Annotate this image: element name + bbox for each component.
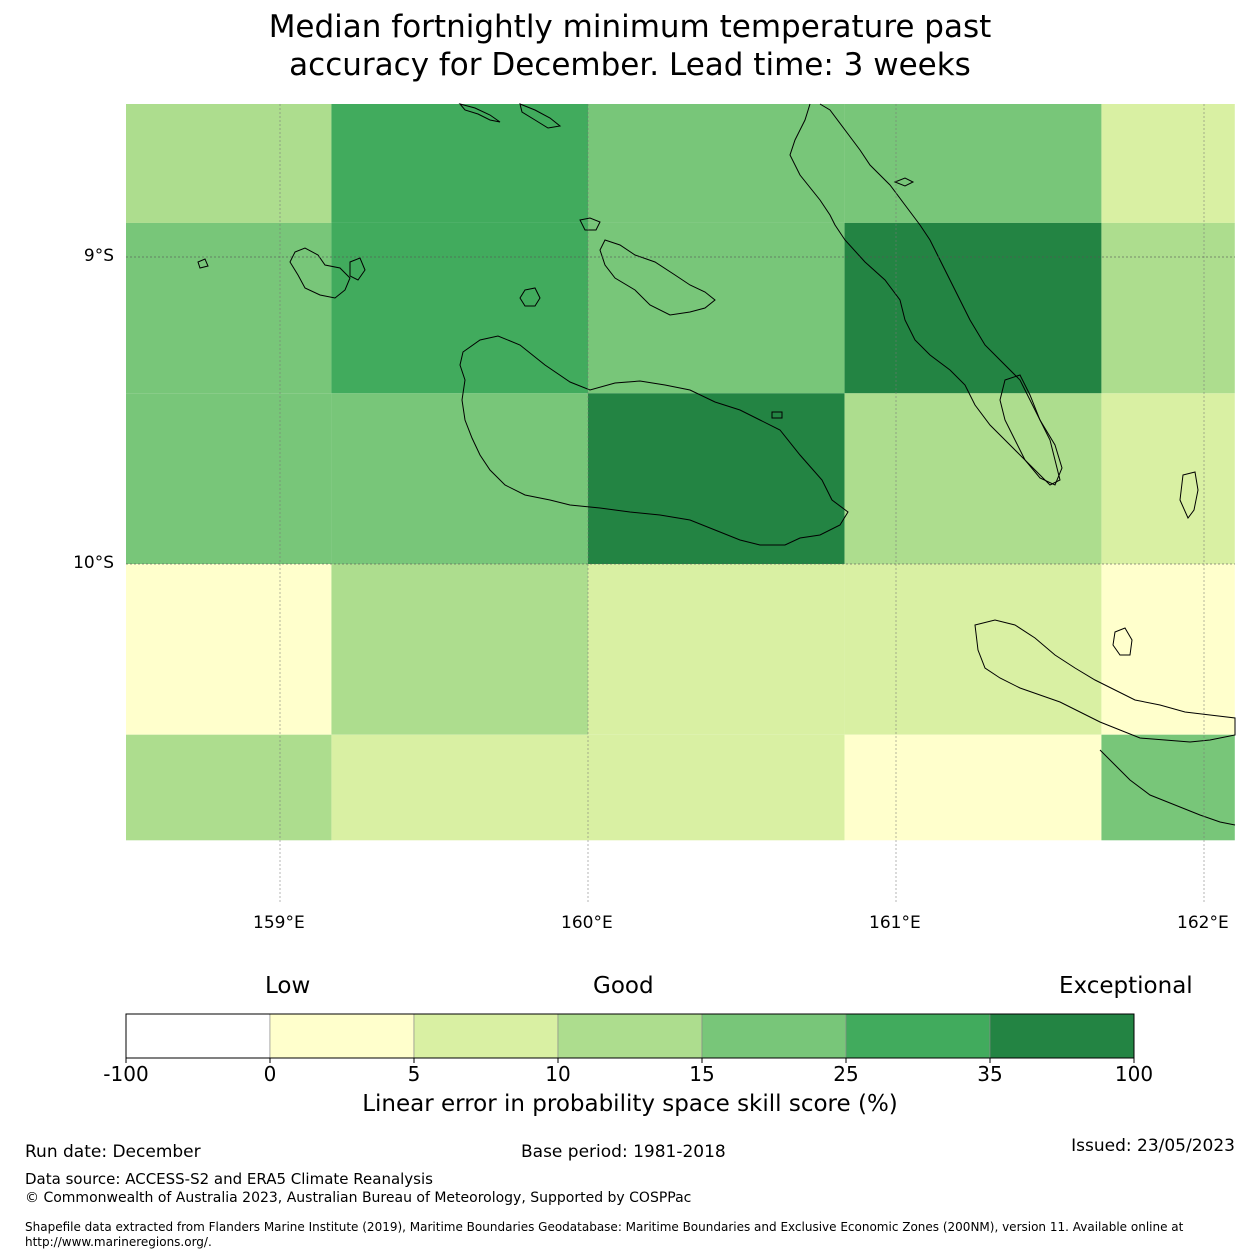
grid-cell: [126, 104, 332, 223]
grid-cell: [331, 734, 588, 841]
coastline-makira-east: [1099, 749, 1236, 826]
grid-cell: [331, 564, 588, 735]
coastline-islet-north: [893, 177, 915, 187]
colorbar-axis-label: Linear error in probability space skill …: [362, 1091, 898, 1117]
shapefile-credit: Shapefile data extracted from Flanders M…: [25, 1220, 1245, 1250]
coastline-guadalcanal: [459, 335, 849, 546]
copyright: © Commonwealth of Australia 2023, Austra…: [25, 1190, 692, 1206]
colorbar-label-low: Low: [265, 973, 311, 999]
shapefile-credit-line-2: http://www.marineregions.org/.: [25, 1235, 212, 1249]
colorbar-tick-label: 15: [689, 1062, 715, 1086]
base-period: Base period: 1981-2018: [521, 1142, 726, 1162]
grid-cell: [126, 734, 332, 841]
x-tick-label-160E: 160°E: [561, 913, 613, 933]
colorbar-tick-label: -100: [103, 1062, 149, 1086]
issued-date: Issued: 23/05/2023: [1071, 1136, 1235, 1156]
grid-cell: [331, 104, 588, 223]
colorbar-segment: [413, 1013, 559, 1059]
colorbar-tick-label: 35: [977, 1062, 1003, 1086]
y-tick-label-10S: 10°S: [73, 553, 114, 573]
shapefile-credit-line-1: Shapefile data extracted from Flanders M…: [25, 1220, 1184, 1234]
grid-cell: [1101, 222, 1235, 394]
grid-cell: [331, 393, 588, 564]
skill-grid: [126, 104, 1235, 841]
grid-cell: [844, 393, 1102, 564]
coastline-isabel-west: [519, 103, 562, 129]
grid-cell: [126, 564, 332, 735]
colorbar-label-exceptional: Exceptional: [1059, 973, 1193, 999]
x-tick-label-159E: 159°E: [253, 913, 305, 933]
coastline-malaita: [789, 103, 1061, 486]
grid-cell: [588, 734, 845, 841]
colorbar-segment: [989, 1013, 1135, 1059]
coastline-savo: [519, 287, 541, 307]
grid-cell: [844, 222, 1102, 394]
colorbar-label-good: Good: [593, 973, 654, 999]
grid-cell: [1101, 564, 1235, 735]
chart-title: Median fortnightly minimum temperature p…: [0, 8, 1260, 84]
grid-cell: [588, 222, 845, 394]
grid-cell: [1101, 104, 1235, 223]
x-tick-label-162E: 162°E: [1177, 913, 1229, 933]
x-tick-label-161E: 161°E: [869, 913, 921, 933]
coastline-makira: [974, 619, 1236, 743]
colorbar-tick-label: 25: [833, 1062, 859, 1086]
colorbar-segment: [269, 1013, 415, 1059]
run-date: Run date: December: [25, 1142, 201, 1162]
graticule: [126, 104, 1235, 904]
colorbar-tick-label: 100: [1114, 1062, 1154, 1086]
coastline-mbanika: [349, 257, 366, 281]
coastline-florida-islands: [599, 239, 716, 316]
grid-cell: [1101, 393, 1235, 564]
grid-cell: [588, 564, 845, 735]
colorbar-segment: [845, 1013, 991, 1059]
grid-cell: [1101, 734, 1235, 841]
coastline-small-malaita: [999, 374, 1063, 486]
grid-cell: [844, 104, 1102, 223]
title-line-2: accuracy for December. Lead time: 3 week…: [289, 47, 971, 83]
colorbar: [125, 1013, 1135, 1063]
grid-cell: [844, 564, 1102, 735]
data-source: Data source: ACCESS-S2 and ERA5 Climate …: [25, 1170, 433, 1188]
coastline-ulawa: [1112, 627, 1133, 656]
colorbar-segment: [125, 1013, 271, 1059]
coastline-ngella: [458, 103, 501, 123]
title-line-1: Median fortnightly minimum temperature p…: [268, 9, 992, 45]
coastline-tulagi: [579, 217, 601, 231]
colorbar-tick-label: 10: [545, 1062, 571, 1086]
coastline-russell-islands: [289, 247, 351, 299]
colorbar-segment: [557, 1013, 703, 1059]
y-tick-label-9S: 9°S: [83, 246, 114, 266]
colorbar-segment: [701, 1013, 847, 1059]
colorbar-tick-label: 5: [407, 1062, 421, 1086]
coastline-small-isles-east: [1179, 471, 1199, 519]
coastlines: [197, 103, 1236, 826]
colorbar-tick-label: 0: [263, 1062, 277, 1086]
grid-cell: [126, 222, 332, 394]
colorbar-frame: [125, 1013, 1135, 1059]
coastline-islet-east: [771, 411, 783, 419]
grid-cell: [126, 393, 332, 564]
grid-cell: [844, 734, 1102, 841]
grid-cell: [588, 104, 845, 223]
coastline-islet-west: [197, 258, 209, 269]
grid-cell: [588, 393, 845, 564]
